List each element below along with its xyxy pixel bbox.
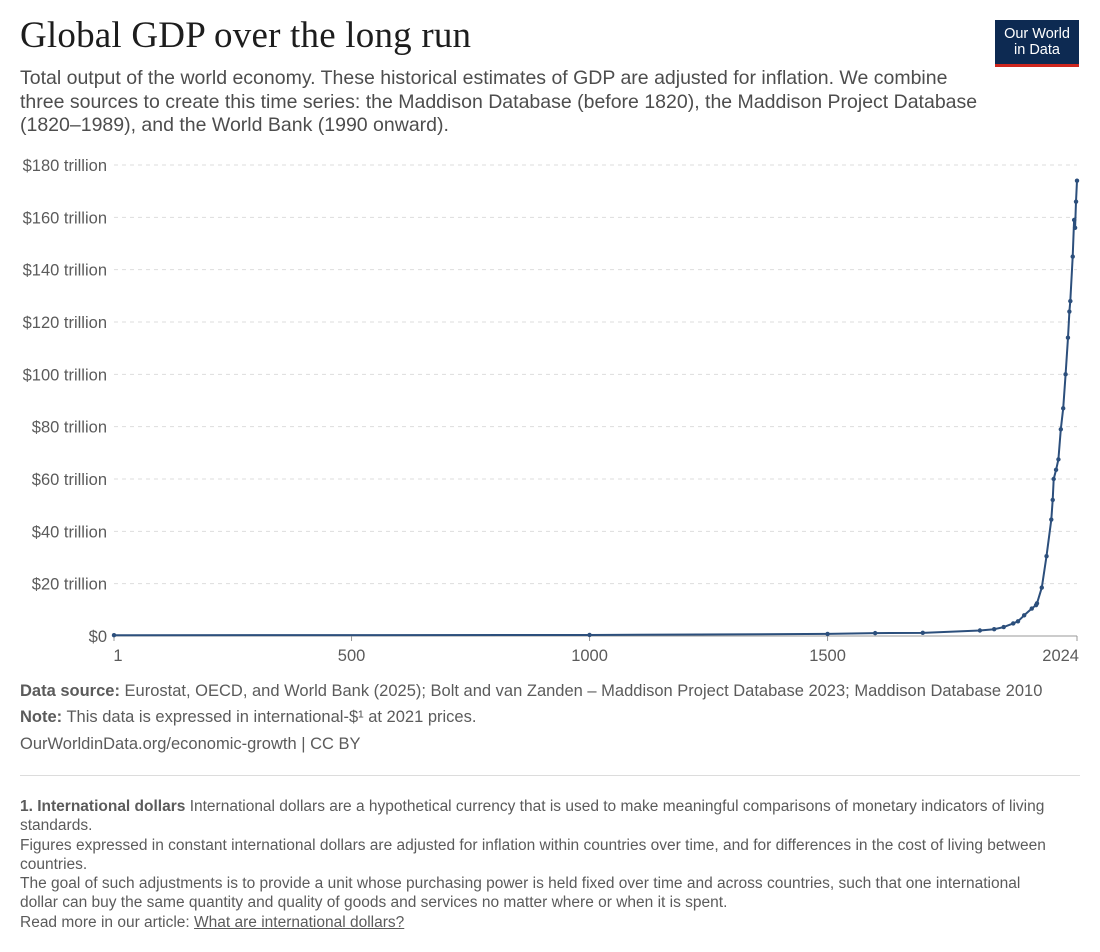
read-more-prefix: Read more in our article: <box>20 913 190 931</box>
data-source-text: Eurostat, OECD, and World Bank (2025); B… <box>124 682 1043 700</box>
chart-subtitle: Total output of the world economy. These… <box>20 67 978 136</box>
footnote-text-1: International dollars are a hypothetical… <box>20 798 1045 835</box>
data-point[interactable] <box>1063 372 1068 377</box>
gridlines <box>114 164 1077 585</box>
data-source-line: Data source: Eurostat, OECD, and World B… <box>20 682 1042 701</box>
data-point[interactable] <box>1029 606 1034 611</box>
x-tick-label: 1500 <box>809 647 846 665</box>
international-dollars-link[interactable]: What are international dollars? <box>194 913 405 931</box>
data-point[interactable] <box>587 632 592 638</box>
data-point[interactable] <box>1001 624 1006 630</box>
footnote: 1. International dollars International d… <box>20 797 1060 932</box>
note-line: Note: This data is expressed in internat… <box>20 708 476 727</box>
y-tick-label: $60 trillion <box>32 471 107 489</box>
y-tick-label: $100 trillion <box>23 366 107 384</box>
note-text: This data is expressed in international-… <box>66 708 477 726</box>
data-point[interactable] <box>1056 457 1061 462</box>
footnote-paragraph-4: Read more in our article: What are inter… <box>20 913 1060 932</box>
footnote-heading: 1. International dollars <box>20 798 186 815</box>
source-url[interactable]: OurWorldinData.org/economic-growth | CC … <box>20 735 361 753</box>
data-point[interactable] <box>872 630 878 636</box>
x-tick-label: 1000 <box>571 647 608 665</box>
data-point[interactable] <box>1074 178 1080 183</box>
footnote-paragraph-2: Figures expressed in constant internatio… <box>20 836 1046 873</box>
logo-line-1: Our World <box>1004 26 1070 42</box>
y-tick-label: $140 trillion <box>23 262 107 280</box>
data-point[interactable] <box>1073 199 1079 204</box>
logo-line-2: in Data <box>1014 42 1060 58</box>
chart-title: Global GDP over the long run <box>20 15 472 56</box>
x-axis: 1 500 1000 1500 2024 <box>113 635 1079 665</box>
y-tick-label: $180 trillion <box>23 157 107 175</box>
data-point[interactable] <box>1015 619 1021 624</box>
footnote-paragraph-3: The goal of such adjustments is to provi… <box>20 875 1021 912</box>
x-tick-label: 2024 <box>1042 647 1079 665</box>
y-tick-label: $40 trillion <box>32 523 107 541</box>
y-tick-label: $20 trillion <box>32 576 107 594</box>
data-point[interactable] <box>1011 621 1016 626</box>
x-tick-label: 500 <box>338 647 366 665</box>
data-source-label: Data source: <box>20 682 120 700</box>
y-tick-label: $160 trillion <box>23 209 107 227</box>
line-chart: $0 $20 trillion $40 trillion $60 trillion $8… <box>23 157 1080 665</box>
x-tick-label: 1 <box>113 647 122 665</box>
note-label: Note: <box>20 708 63 726</box>
data-point[interactable] <box>1072 225 1078 230</box>
data-point[interactable] <box>1060 406 1066 411</box>
data-point[interactable] <box>1034 601 1040 606</box>
data-point[interactable] <box>1049 517 1054 522</box>
data-point[interactable] <box>1050 497 1055 503</box>
y-tick-label: $0 <box>89 628 107 646</box>
data-point[interactable] <box>920 630 925 636</box>
data-point[interactable] <box>1071 217 1077 223</box>
divider <box>20 775 1080 776</box>
data-point[interactable] <box>1065 335 1071 340</box>
owid-logo[interactable]: Our World in Data <box>995 20 1079 67</box>
y-tick-label: $120 trillion <box>23 314 107 332</box>
data-point[interactable] <box>1051 476 1056 482</box>
data-point[interactable] <box>977 628 983 633</box>
series-world-gdp <box>111 178 1080 638</box>
data-point[interactable] <box>991 626 997 632</box>
footnote-paragraph-1: 1. International dollars International d… <box>20 797 1060 836</box>
data-point[interactable] <box>1044 553 1049 559</box>
data-point[interactable] <box>1021 613 1027 618</box>
data-point[interactable] <box>1058 427 1064 432</box>
data-point[interactable] <box>825 631 830 637</box>
data-point[interactable] <box>1068 298 1073 304</box>
data-point[interactable] <box>1067 309 1072 314</box>
y-tick-label: $80 trillion <box>32 419 107 437</box>
data-point[interactable] <box>1070 254 1075 259</box>
data-point[interactable] <box>1039 585 1044 590</box>
y-axis-labels: $0 $20 trillion $40 trillion $60 trillion $8… <box>23 157 107 646</box>
data-point[interactable] <box>1053 467 1059 473</box>
series-line <box>113 180 1078 637</box>
data-point[interactable] <box>111 633 117 638</box>
